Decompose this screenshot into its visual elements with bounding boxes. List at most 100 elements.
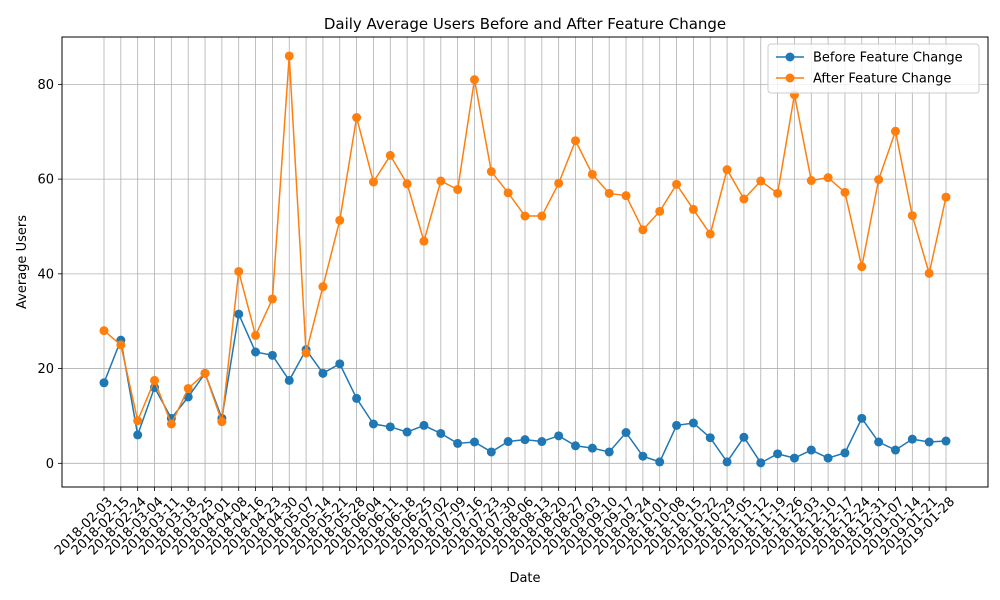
data-point	[537, 211, 547, 221]
data-point	[251, 347, 261, 357]
data-point	[823, 453, 833, 463]
data-point	[385, 422, 395, 432]
data-point	[638, 225, 648, 235]
data-point	[655, 206, 665, 216]
y-tick-label: 80	[37, 78, 54, 93]
data-point	[587, 443, 597, 453]
data-point	[335, 359, 345, 369]
data-point	[217, 417, 227, 427]
data-point	[907, 211, 917, 221]
data-point	[621, 191, 631, 201]
series-1	[99, 309, 951, 468]
data-point	[840, 187, 850, 197]
data-point	[99, 378, 109, 388]
data-point	[284, 51, 294, 61]
data-point	[773, 449, 783, 459]
data-point	[890, 126, 900, 136]
data-point	[284, 375, 294, 385]
data-point	[520, 435, 530, 445]
data-point	[756, 458, 766, 468]
data-point	[806, 445, 816, 455]
legend-label: After Feature Change	[813, 72, 951, 87]
data-point	[99, 326, 109, 336]
y-tick-label: 60	[37, 173, 54, 188]
data-point	[823, 173, 833, 183]
data-point	[705, 229, 715, 239]
data-point	[419, 420, 429, 430]
data-point	[133, 416, 143, 426]
data-point	[453, 438, 463, 448]
y-axis-label: Average Users	[15, 215, 30, 309]
series-layer	[99, 51, 951, 468]
data-point	[604, 447, 614, 457]
data-point	[133, 430, 143, 440]
data-point	[739, 194, 749, 204]
data-point	[267, 350, 277, 360]
data-point	[554, 431, 564, 441]
data-point	[587, 169, 597, 179]
data-point	[924, 437, 934, 447]
legend-item: Before Feature Change	[776, 51, 963, 66]
data-point	[722, 165, 732, 175]
data-point	[234, 309, 244, 319]
data-point	[402, 427, 412, 437]
data-point	[486, 447, 496, 457]
data-point	[436, 428, 446, 438]
data-point	[789, 453, 799, 463]
data-point	[672, 420, 682, 430]
data-point	[756, 176, 766, 186]
data-point	[571, 441, 581, 451]
data-point	[436, 176, 446, 186]
legend: Before Feature Change After Feature Chang…	[767, 43, 980, 94]
data-point	[352, 393, 362, 403]
data-point	[469, 75, 479, 85]
data-point	[200, 368, 210, 378]
data-point	[688, 204, 698, 214]
data-point	[840, 448, 850, 458]
data-point	[638, 451, 648, 461]
data-point	[419, 236, 429, 246]
data-point	[503, 188, 513, 198]
legend-item: After Feature Change	[776, 72, 951, 87]
data-point	[890, 445, 900, 455]
data-point	[604, 188, 614, 198]
data-point	[941, 192, 951, 202]
data-point	[385, 150, 395, 160]
data-point	[352, 113, 362, 123]
chart-title: Daily Average Users Before and After Fea…	[324, 15, 726, 33]
data-point	[335, 215, 345, 225]
data-point	[183, 383, 193, 393]
data-point	[705, 433, 715, 443]
legend-marker	[785, 73, 795, 83]
grid-lines	[62, 37, 988, 487]
data-point	[554, 178, 564, 188]
data-point	[469, 437, 479, 447]
legend-label: Before Feature Change	[813, 51, 963, 66]
data-point	[924, 268, 934, 278]
data-point	[486, 167, 496, 177]
data-point	[874, 175, 884, 185]
data-point	[857, 262, 867, 272]
data-point	[688, 418, 698, 428]
data-point	[571, 136, 581, 146]
data-point	[672, 179, 682, 189]
data-point	[655, 457, 665, 467]
data-point	[150, 375, 160, 385]
data-point	[453, 185, 463, 195]
data-point	[739, 432, 749, 442]
y-tick-label: 0	[46, 457, 54, 472]
data-point	[537, 437, 547, 447]
data-point	[267, 294, 277, 304]
data-point	[621, 428, 631, 438]
legend-box	[767, 43, 980, 94]
y-axis-ticks: 0 20 40 60 80	[37, 78, 62, 472]
legend-marker	[785, 52, 795, 62]
data-point	[318, 368, 328, 378]
data-point	[318, 282, 328, 292]
data-point	[368, 177, 378, 187]
data-point	[520, 211, 530, 221]
x-axis-ticks: 2018-02-032018-02-152018-02-242018-03-04…	[52, 487, 958, 558]
data-point	[806, 176, 816, 186]
data-point	[857, 413, 867, 423]
